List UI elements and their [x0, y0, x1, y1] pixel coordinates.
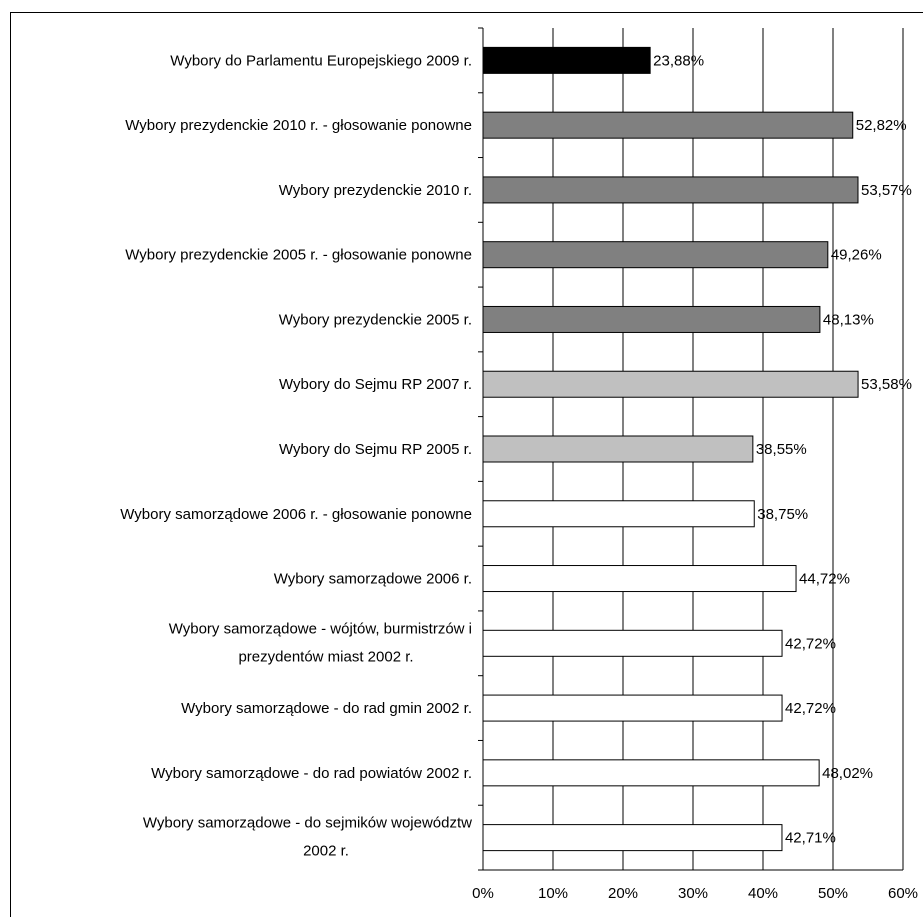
x-tick-label: 40% — [748, 885, 778, 902]
category-label: Wybory samorządowe - do rad powiatów 200… — [151, 765, 472, 782]
category-label: Wybory do Sejmu RP 2007 r. — [279, 376, 472, 393]
value-label: 48,02% — [822, 765, 873, 782]
category-label: Wybory samorządowe - wójtów, burmistrzów… — [169, 620, 472, 637]
value-label: 42,72% — [785, 700, 836, 717]
value-label: 44,72% — [799, 571, 850, 588]
value-label: 38,75% — [757, 506, 808, 523]
x-tick-label: 50% — [818, 885, 848, 902]
value-label: 42,72% — [785, 635, 836, 652]
x-tick-label: 30% — [678, 885, 708, 902]
bar — [482, 435, 754, 463]
bar — [482, 824, 783, 852]
value-label: 52,82% — [856, 117, 907, 134]
category-label: Wybory do Parlamentu Europejskiego 2009 … — [170, 52, 472, 69]
x-tick-label: 60% — [888, 885, 918, 902]
category-label: Wybory prezydenckie 2010 r. — [279, 182, 472, 199]
value-label: 49,26% — [831, 247, 882, 264]
category-label: Wybory samorządowe - do sejmików wojewód… — [143, 815, 472, 832]
bar — [482, 759, 820, 787]
category-label: 2002 r. — [303, 843, 349, 860]
bar — [482, 370, 859, 398]
bar — [482, 629, 783, 657]
value-label: 53,58% — [861, 376, 912, 393]
value-label: 48,13% — [823, 311, 874, 328]
chart-frame — [10, 12, 923, 917]
bar — [482, 305, 821, 333]
category-label: prezydentów miast 2002 r. — [238, 648, 413, 665]
bar — [482, 241, 829, 269]
bar — [482, 565, 797, 593]
value-label: 23,88% — [653, 52, 704, 69]
category-label: Wybory samorządowe 2006 r. — [274, 571, 472, 588]
value-label: 38,55% — [756, 441, 807, 458]
value-label: 42,71% — [785, 830, 836, 847]
category-label: Wybory samorządowe - do rad gmin 2002 r. — [181, 700, 472, 717]
category-label: Wybory prezydenckie 2005 r. — [279, 311, 472, 328]
category-label: Wybory samorządowe 2006 r. - głosowanie … — [120, 506, 472, 523]
bar — [482, 694, 783, 722]
bar — [482, 176, 859, 204]
bar — [482, 111, 854, 139]
x-tick-label: 20% — [608, 885, 638, 902]
category-label: Wybory prezydenckie 2010 r. - głosowanie… — [125, 117, 472, 134]
bar — [482, 500, 755, 528]
bar — [482, 46, 651, 74]
x-tick-label: 0% — [472, 885, 494, 902]
category-label: Wybory prezydenckie 2005 r. - głosowanie… — [125, 247, 472, 264]
category-label: Wybory do Sejmu RP 2005 r. — [279, 441, 472, 458]
x-tick-label: 10% — [538, 885, 568, 902]
value-label: 53,57% — [861, 182, 912, 199]
